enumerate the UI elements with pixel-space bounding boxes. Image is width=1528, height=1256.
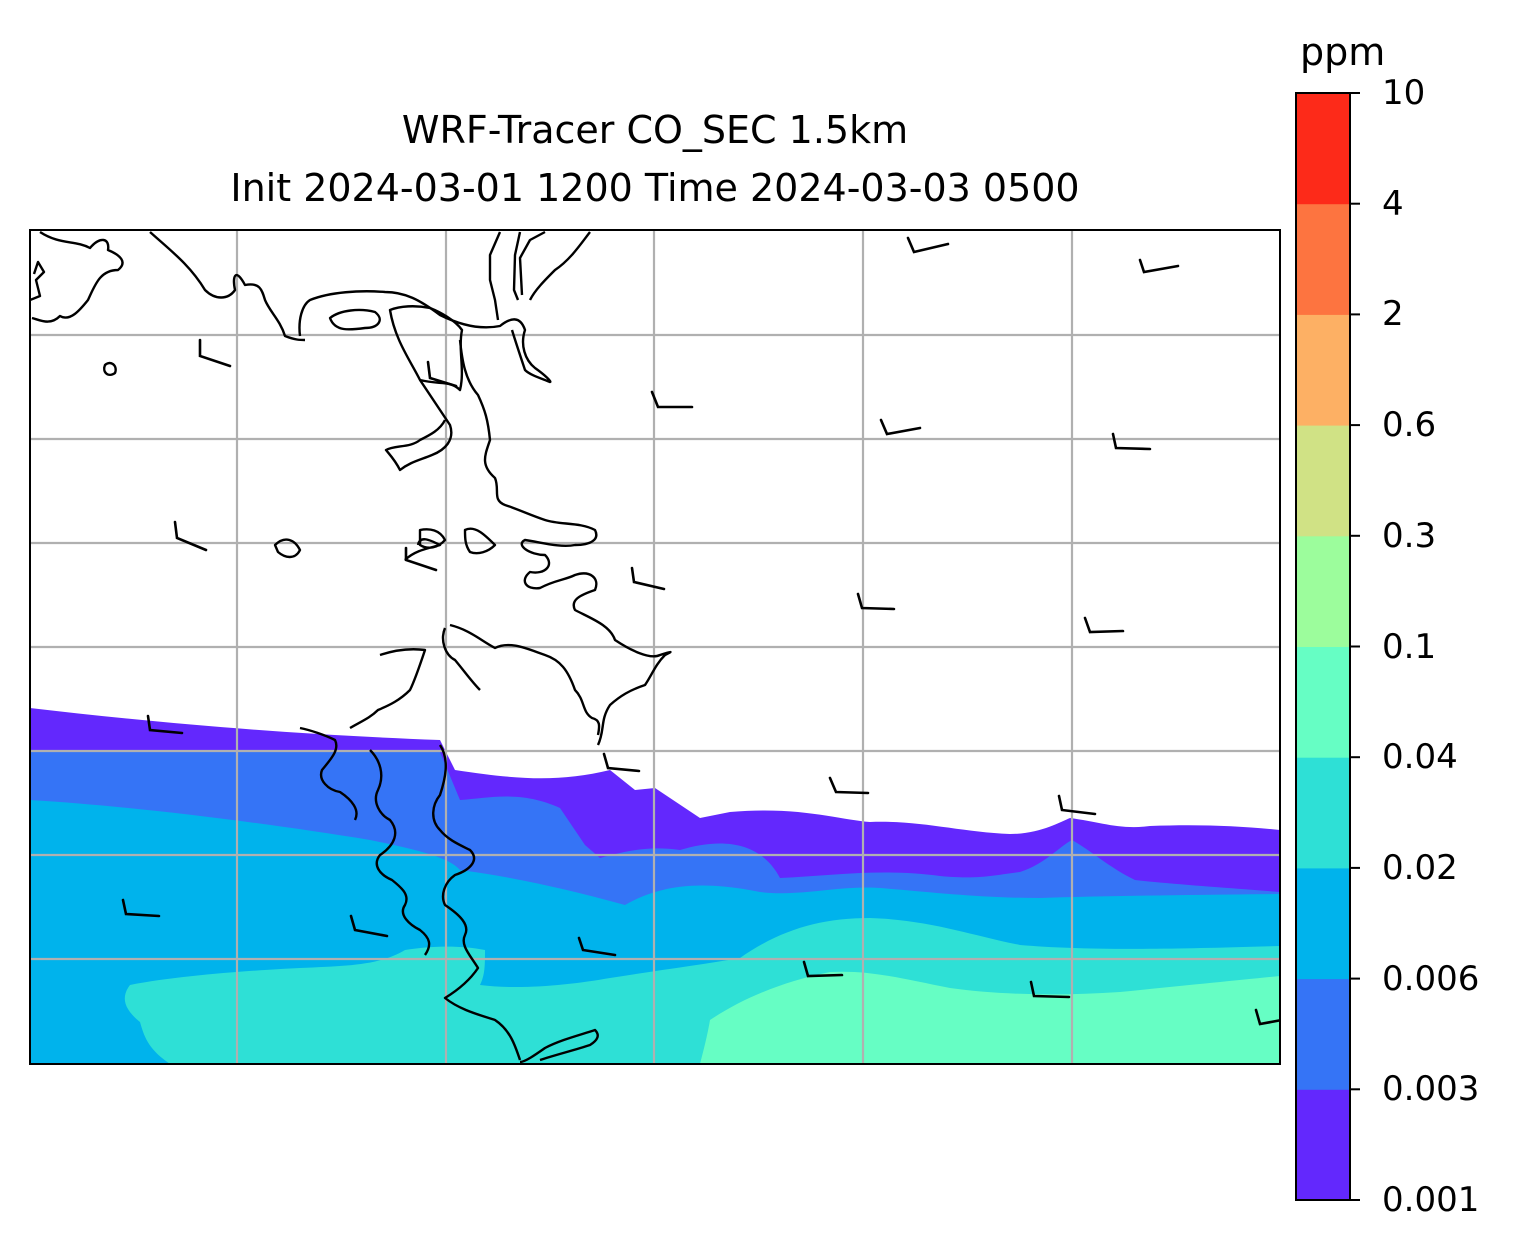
wind-barb <box>1111 432 1152 451</box>
wind-barb <box>121 898 161 918</box>
wind-barb <box>1057 794 1097 816</box>
colorbar-segment <box>1296 978 1350 1090</box>
colorbar-tick-label: 10 <box>1382 73 1426 113</box>
wind-barb <box>1083 616 1125 634</box>
colorbar-segment <box>1296 425 1350 537</box>
wind-barb <box>602 752 641 773</box>
wind-barb <box>1254 1008 1280 1026</box>
wind-barb <box>828 776 870 795</box>
map-title: WRF-Tracer CO_SEC 1.5km <box>401 108 909 152</box>
wind-barb <box>1029 980 1071 999</box>
wind-barb <box>173 520 208 552</box>
wind-barb <box>879 418 922 436</box>
colorbar-tick-label: 0.1 <box>1382 626 1437 667</box>
coastline-lake <box>328 308 381 331</box>
coastline-mid-marsh <box>404 528 447 561</box>
colorbar-segment <box>1296 1089 1350 1201</box>
colorbar-unit-label: ppm <box>1300 30 1386 74</box>
wind-barb <box>404 546 438 572</box>
colorbar-tick-label: 2 <box>1382 294 1404 335</box>
coastline-southeast-marsh <box>349 623 601 736</box>
wind-barb <box>1138 258 1180 274</box>
colorbar-tick-label: 0.6 <box>1382 405 1437 446</box>
wind-barb <box>146 714 184 735</box>
coastline-birdsfoot-delta <box>299 726 599 1064</box>
coastline-delta-east <box>388 305 464 392</box>
wind-barb <box>856 592 896 611</box>
colorbar-tick-label: 0.006 <box>1382 958 1480 999</box>
colorbar-tick-label: 0.001 <box>1382 1180 1480 1220</box>
wind-barb <box>426 360 458 388</box>
colorbar-tick-label: 0.02 <box>1382 847 1458 888</box>
contour-band-0.04 <box>700 971 1280 1064</box>
map-subtitle: Init 2024-03-01 1200 Time 2024-03-03 050… <box>230 166 1080 210</box>
colorbar-tick-label: 0.3 <box>1382 515 1437 556</box>
coastline-marsh-island-c <box>103 361 117 377</box>
coastline-main-west <box>149 231 552 384</box>
wind-barb <box>198 338 232 368</box>
wind-barb <box>906 236 950 254</box>
map-frame <box>29 229 1281 1065</box>
coastline-marsh-island-b <box>273 538 302 559</box>
colorbar-segment <box>1296 314 1350 426</box>
colorbar-segment <box>1296 535 1350 647</box>
wind-barb <box>650 390 694 409</box>
colorbar-tick-label: 4 <box>1382 183 1404 224</box>
wind-barb <box>349 914 389 938</box>
colorbar-tick-label: 0.003 <box>1382 1069 1480 1110</box>
colorbar-segment <box>1296 203 1350 315</box>
wind-barb <box>802 960 844 978</box>
colorbar-tick-label: 0.04 <box>1382 737 1458 778</box>
wind-barb <box>577 936 617 957</box>
colorbar-segment <box>1296 646 1350 758</box>
coastline <box>30 230 672 1064</box>
coastline-river-channel <box>488 230 591 321</box>
colorbar-segment <box>1296 93 1350 205</box>
wind-barbs <box>121 236 1280 1026</box>
colorbar-segment <box>1296 867 1350 980</box>
colorbar-segment <box>1296 757 1350 869</box>
coastline-north-shore <box>30 230 124 323</box>
wind-barb <box>630 566 666 591</box>
coastline-bayou-main <box>458 339 672 746</box>
colorbar <box>1295 92 1360 1201</box>
coastline-bay-islands <box>384 379 453 472</box>
coastline-marsh-island-a <box>463 527 497 555</box>
map-gridlines <box>30 230 1280 1064</box>
